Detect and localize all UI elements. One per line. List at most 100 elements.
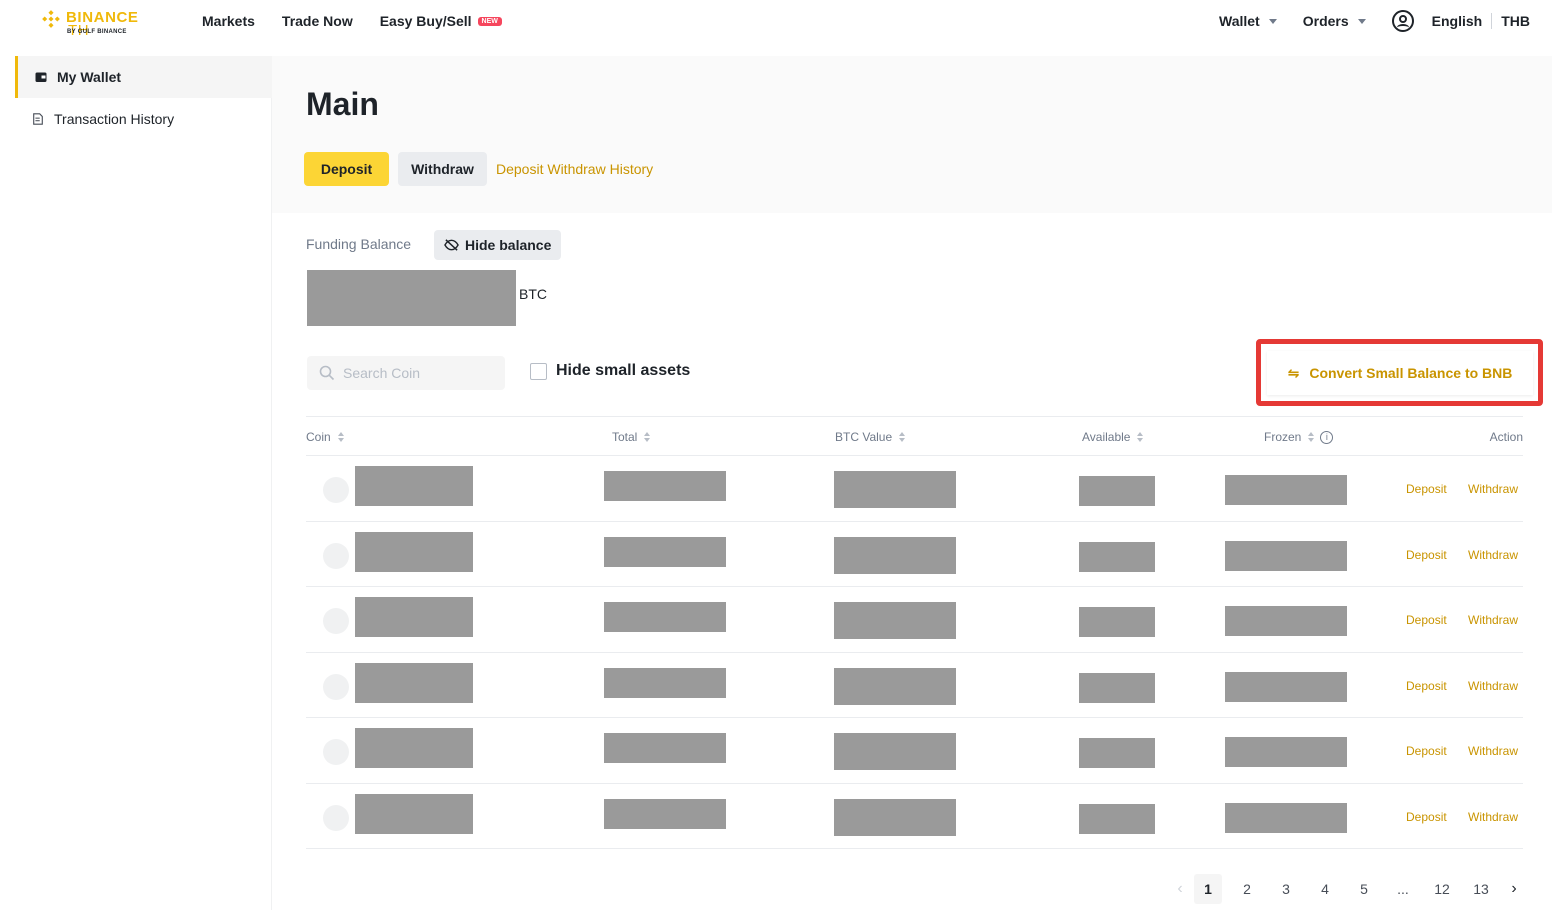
page-5[interactable]: 5 [1360,881,1368,897]
convert-small-balance-button[interactable]: ⇋ Convert Small Balance to BNB [1267,351,1533,395]
btc-value-redacted [834,733,956,770]
eye-off-icon [444,239,459,251]
coin-icon [323,477,349,503]
sidebar: My Wallet Transaction History [0,56,272,910]
coin-redacted [355,662,473,703]
nav-trade-now[interactable]: Trade Now [281,13,353,29]
search-icon [319,365,335,381]
row-deposit-link[interactable]: Deposit [1406,547,1447,562]
total-redacted [604,602,726,632]
page-12[interactable]: 12 [1434,881,1450,897]
search-coin-input[interactable] [343,365,493,381]
available-redacted [1079,672,1155,703]
btc-value-redacted [834,798,956,836]
column-total[interactable]: Total [612,430,651,444]
table-row: Deposit Withdraw [306,587,1523,653]
row-withdraw-link[interactable]: Withdraw [1468,744,1519,758]
row-withdraw-link[interactable]: Withdraw [1468,613,1519,627]
table-row: Deposit Withdraw [306,718,1523,784]
coin-redacted [355,466,473,506]
chevron-down-icon [1268,18,1277,24]
table-body: Deposit Withdraw Deposit Withdraw Deposit Wit… [306,456,1523,849]
orders-menu[interactable]: Orders [1303,13,1366,29]
sort-icon [1308,432,1315,442]
coin-redacted [355,728,473,768]
row-deposit-link[interactable]: Deposit [1406,678,1447,693]
column-available[interactable]: Available [1082,430,1144,444]
row-withdraw-link[interactable]: Withdraw [1468,678,1519,693]
coin-redacted [355,793,473,834]
document-icon [33,113,43,125]
total-redacted [604,667,726,698]
nav-markets[interactable]: Markets [202,13,255,29]
currency-selector[interactable]: THB [1501,13,1530,29]
page-4[interactable]: 4 [1321,881,1329,897]
page-2[interactable]: 2 [1243,881,1251,897]
page-3[interactable]: 3 [1282,881,1290,897]
column-coin[interactable]: Coin [306,430,344,444]
nav-easy-buy-sell[interactable]: Easy Buy/Sell NEW [380,13,502,29]
brand-tagline: BY GULF BINANCE [67,29,127,35]
coin-redacted [355,531,473,572]
btc-value-redacted [834,602,956,639]
available-redacted [1079,803,1155,834]
table-row: Deposit Withdraw [306,784,1523,849]
hide-small-assets-label: Hide small assets [556,362,691,379]
hide-balance-button[interactable]: Hide balance [434,230,561,260]
prev-page-chevron-left-icon[interactable]: ‹ [1177,880,1183,897]
page-13[interactable]: 13 [1473,881,1489,897]
page-1[interactable]: 1 [1194,874,1222,904]
frozen-redacted [1225,606,1347,636]
sidebar-item-my-wallet[interactable]: My Wallet [15,56,272,98]
sidebar-item-label: My Wallet [57,69,122,85]
coin-redacted [355,597,473,637]
column-btc-value[interactable]: BTC Value [835,430,906,444]
frozen-redacted [1225,540,1347,571]
total-redacted [604,471,726,501]
page-ellipsis: ... [1397,881,1409,897]
hide-small-assets-checkbox[interactable] [530,362,547,380]
convert-label: Convert Small Balance to BNB [1309,365,1513,381]
frozen-redacted [1225,671,1347,702]
sort-icon [337,432,344,442]
sidebar-item-transaction-history[interactable]: Transaction History [15,98,272,140]
search-coin-box[interactable] [307,356,505,390]
deposit-withdraw-history-link[interactable]: Deposit Withdraw History [496,161,654,177]
info-icon[interactable]: i [1320,430,1334,444]
available-redacted [1079,476,1155,506]
brand-name: BINANCE TH [66,9,139,39]
btc-value-redacted [834,667,956,705]
user-profile-icon[interactable] [1391,10,1414,32]
balance-unit: BTC [519,286,547,302]
next-page-chevron-right-icon[interactable]: › [1511,880,1517,897]
sort-icon [899,432,906,442]
sort-icon [644,432,651,442]
deposit-button[interactable]: Deposit [304,152,389,186]
withdraw-button[interactable]: Withdraw [398,152,487,186]
hide-small-assets-toggle[interactable]: Hide small assets [530,362,690,380]
table-row: Deposit Withdraw [306,456,1523,522]
column-action: Action [1489,430,1523,444]
row-deposit-link[interactable]: Deposit [1406,482,1447,496]
row-deposit-link[interactable]: Deposit [1406,809,1447,824]
available-redacted [1079,607,1155,637]
wallet-icon [35,72,47,82]
row-withdraw-link[interactable]: Withdraw [1468,809,1519,824]
column-frozen[interactable]: Frozen i [1264,430,1334,444]
row-withdraw-link[interactable]: Withdraw [1468,547,1519,562]
row-withdraw-link[interactable]: Withdraw [1468,482,1519,496]
binance-logo[interactable]: BINANCE TH BY GULF BINANCE [40,8,180,40]
nav-divider [1491,13,1493,29]
btc-value-redacted [834,536,956,574]
binance-diamond-icon [42,10,60,28]
row-deposit-link[interactable]: Deposit [1406,613,1447,627]
new-badge: NEW [477,16,502,26]
swap-icon: ⇋ [1287,364,1300,381]
sort-icon [1137,432,1144,442]
available-redacted [1079,541,1155,572]
row-deposit-link[interactable]: Deposit [1406,744,1447,758]
coin-icon [323,673,349,700]
wallet-menu[interactable]: Wallet [1219,13,1277,29]
language-selector[interactable]: English [1431,13,1483,29]
chevron-down-icon [1357,18,1366,24]
